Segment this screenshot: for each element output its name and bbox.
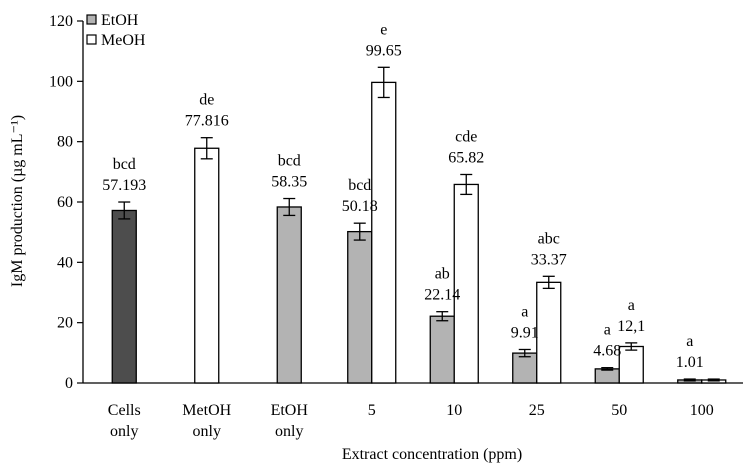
x-tick-label: 50 [611, 402, 627, 419]
value-label: 58.35 [271, 174, 307, 191]
y-tick-label: 60 [57, 194, 73, 211]
y-axis-ticks: 0 20 40 60 80 100 120 [49, 13, 83, 392]
significance-letters: abc [538, 230, 560, 247]
significance-letters: a [604, 322, 611, 339]
significance-letters: bcd [113, 156, 136, 173]
bar [618, 345, 644, 384]
bar [347, 230, 373, 384]
bars [111, 66, 727, 384]
value-label: 50.18 [342, 198, 378, 215]
bar [453, 183, 479, 384]
y-tick-label: 40 [57, 254, 73, 271]
value-label: 1.01 [676, 354, 704, 371]
bar [594, 368, 620, 384]
x-tick-label: MetOH [182, 402, 231, 419]
x-tick-label: EtOH [271, 402, 309, 419]
significance-letters: de [199, 92, 214, 109]
value-label: 65.82 [448, 149, 484, 166]
legend-swatch [86, 34, 97, 45]
value-label: 22.14 [424, 287, 460, 304]
x-tick-label: only [193, 423, 221, 440]
bar-labels: 57.193 bcd 77.816 de 58.35 bcd 50.18 bcd 99.65 e 2… [102, 21, 704, 371]
x-axis-ticks: Cells only MetOH only EtOH only 5 10 25 50 100 [108, 402, 714, 440]
value-label: 12,1 [617, 318, 645, 335]
bar [536, 281, 562, 384]
y-tick-label: 100 [49, 73, 73, 90]
significance-letters: a [628, 297, 635, 314]
x-axis-title: Extract concentration (ppm) [342, 446, 522, 463]
value-label: 9.91 [511, 324, 539, 341]
value-label: 33.37 [531, 251, 567, 268]
legend: EtOH MeOH [86, 12, 146, 49]
bar [512, 352, 538, 384]
value-label: 4.68 [593, 343, 621, 360]
y-axis-title: IgM production (µg mL⁻¹) [9, 115, 26, 287]
y-tick-label: 20 [57, 315, 73, 332]
y-tick-label: 0 [65, 375, 73, 392]
significance-letters: a [521, 303, 528, 320]
x-tick-label: only [275, 423, 303, 440]
significance-letters: bcd [278, 153, 301, 170]
value-label: 99.65 [366, 42, 402, 59]
bar [111, 209, 137, 384]
y-tick-label: 120 [49, 13, 73, 30]
x-tick-label: 100 [690, 402, 714, 419]
x-tick-label: 5 [368, 402, 376, 419]
significance-letters: a [686, 333, 693, 350]
value-label: 57.193 [102, 177, 146, 194]
bar [194, 147, 220, 384]
bar [429, 315, 455, 384]
y-tick-label: 80 [57, 134, 73, 151]
significance-letters: bcd [348, 177, 371, 194]
x-tick-label: 10 [446, 402, 462, 419]
significance-letters: e [380, 21, 387, 38]
legend-swatch [86, 14, 97, 25]
x-tick-label: Cells [108, 402, 141, 419]
x-tick-label: only [110, 423, 138, 440]
legend-label: MeOH [101, 32, 146, 49]
x-tick-label: 25 [529, 402, 545, 419]
significance-letters: ab [435, 266, 450, 283]
bar [276, 206, 302, 384]
significance-letters: cde [455, 128, 477, 145]
legend-label: EtOH [101, 12, 139, 29]
bar [371, 81, 397, 384]
value-label: 77.816 [185, 113, 229, 130]
